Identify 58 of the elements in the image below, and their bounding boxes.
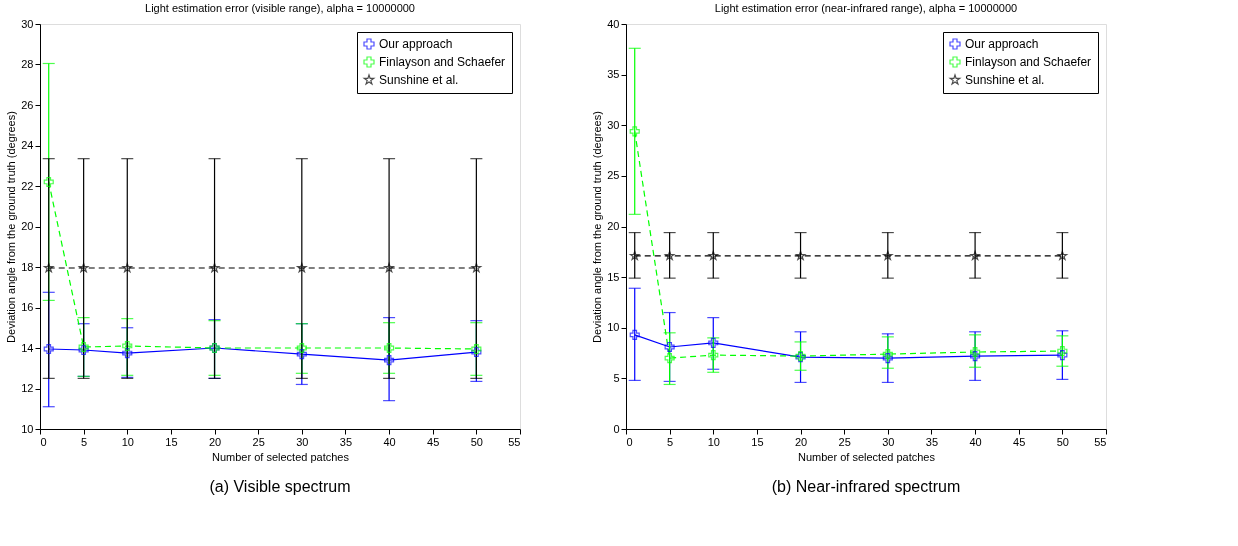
y-tick-label: 35 <box>607 68 620 81</box>
x-axis-title: Number of selected patches <box>798 450 936 463</box>
y-tick-label: 18 <box>21 260 34 273</box>
x-tick-label: 15 <box>165 435 178 448</box>
y-tick-label: 14 <box>21 341 34 354</box>
x-tick-label: 55 <box>508 435 521 448</box>
x-tick-label: 15 <box>751 435 764 448</box>
legend-label: Our approach <box>379 37 453 51</box>
y-tick-label: 30 <box>21 17 34 30</box>
y-tick-label: 26 <box>21 98 34 111</box>
x-tick-label: 0 <box>40 435 47 448</box>
x-tick-label: 30 <box>882 435 895 448</box>
y-axis-title: Deviation angle from the ground truth (degrees) <box>5 111 18 343</box>
legend-label: Finlayson and Schaefer <box>379 55 506 69</box>
y-tick-label: 15 <box>607 270 620 283</box>
x-tick-label: 50 <box>470 435 483 448</box>
x-tick-label: 0 <box>626 435 633 448</box>
y-tick-label: 40 <box>607 17 620 30</box>
x-tick-label: 20 <box>794 435 808 448</box>
y-tick-label: 12 <box>21 382 34 394</box>
x-tick-label: 35 <box>339 435 353 448</box>
x-tick-label: 55 <box>1094 435 1107 448</box>
legend-label: Our approach <box>965 37 1039 51</box>
x-tick-label: 30 <box>296 435 309 448</box>
x-tick-label: 35 <box>925 435 939 448</box>
y-tick-label: 24 <box>21 139 34 151</box>
x-tick-label: 50 <box>1056 435 1069 448</box>
y-tick-label: 10 <box>21 422 34 435</box>
text: (b) Near-infrared spectrum <box>771 478 961 495</box>
x-tick-label: 5 <box>81 435 88 448</box>
x-axis-title: Number of selected patches <box>212 450 350 463</box>
y-tick-label: 5 <box>613 371 620 384</box>
y-axis-title: Deviation angle from the ground truth (degrees) <box>591 111 604 343</box>
x-tick-label: 45 <box>1013 435 1026 448</box>
x-tick-label: 40 <box>383 435 396 448</box>
legend-label: Sunshine et al. <box>965 73 1045 87</box>
x-tick-label: 45 <box>427 435 440 448</box>
y-tick-label: 10 <box>607 321 620 334</box>
x-tick-label: 40 <box>969 435 982 448</box>
text: (a) Visible spectrum <box>209 478 351 495</box>
legend-label: Sunshine et al. <box>379 73 459 87</box>
x-tick-label: 5 <box>667 435 674 448</box>
y-tick-label: 20 <box>21 220 34 232</box>
x-tick-label: 10 <box>121 435 134 448</box>
x-tick-label: 25 <box>838 435 851 448</box>
chart-title: Light estimation error (near-infrared range), alpha = 10000000 <box>714 2 1018 14</box>
y-tick-label: 22 <box>21 179 34 192</box>
y-tick-label: 25 <box>607 169 620 182</box>
chart-title: Light estimation error (visible range), alpha = 10000000 <box>145 2 415 14</box>
x-tick-label: 10 <box>707 435 720 448</box>
x-tick-label: 25 <box>252 435 265 448</box>
y-tick-label: 0 <box>613 422 620 435</box>
y-tick-label: 28 <box>21 58 34 70</box>
x-tick-label: 20 <box>208 435 222 448</box>
y-tick-label: 20 <box>607 220 620 232</box>
y-tick-label: 16 <box>21 301 34 313</box>
y-tick-label: 30 <box>607 118 620 131</box>
legend-label: Finlayson and Schaefer <box>965 55 1092 69</box>
